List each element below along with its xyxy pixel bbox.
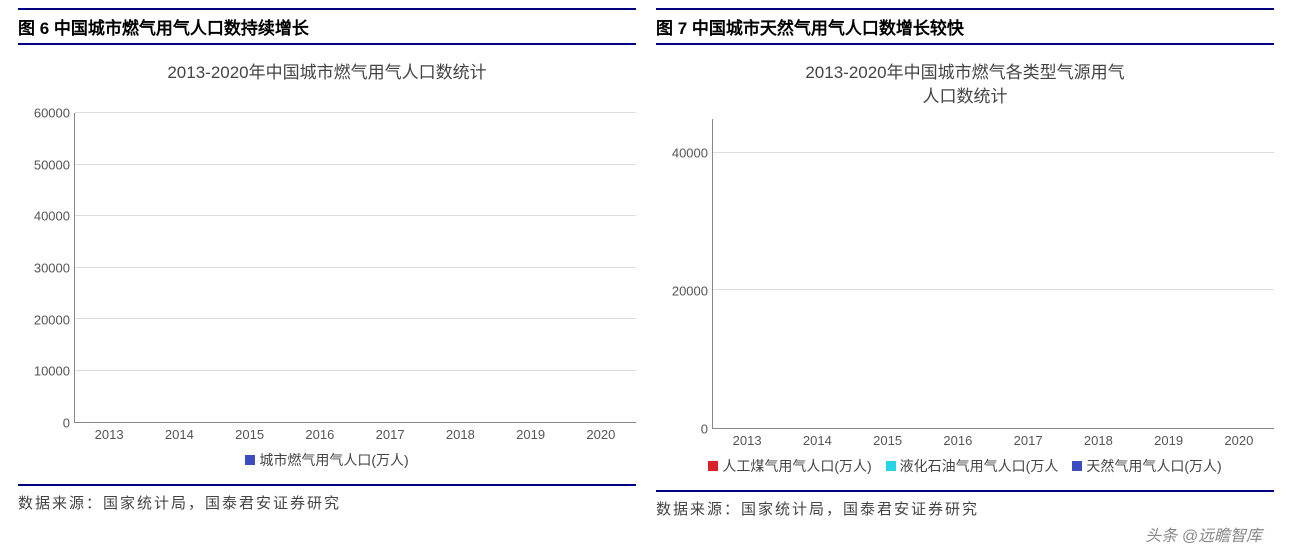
legend-item: 天然气用气人口(万人) bbox=[1072, 456, 1221, 476]
legend-label: 天然气用气人口(万人) bbox=[1086, 456, 1221, 476]
gridline bbox=[713, 152, 1274, 153]
figure-7-header: 图 7 中国城市天然气用气人口数增长较快 bbox=[656, 8, 1274, 45]
y-tick-label: 50000 bbox=[34, 157, 70, 172]
x-tick-label: 2020 bbox=[566, 427, 636, 442]
gridline bbox=[75, 267, 636, 268]
legend-swatch-icon bbox=[1072, 461, 1082, 471]
figure-7-bars bbox=[713, 119, 1274, 428]
y-tick-label: 40000 bbox=[34, 209, 70, 224]
legend-swatch-icon bbox=[708, 461, 718, 471]
legend-item: 液化石油气用气人口(万人 bbox=[886, 456, 1059, 476]
x-tick-label: 2016 bbox=[285, 427, 355, 442]
figure-6-bars bbox=[75, 113, 636, 422]
x-tick-label: 2018 bbox=[425, 427, 495, 442]
figure-6-plot-area bbox=[74, 113, 636, 423]
gridline bbox=[75, 112, 636, 113]
figure-7-x-axis: 20132014201520162017201820192020 bbox=[656, 429, 1274, 448]
y-tick-label: 0 bbox=[63, 416, 70, 431]
figure-6-panel: 图 6 中国城市燃气用气人口数持续增长 2013-2020年中国城市燃气用气人口… bbox=[18, 8, 636, 519]
y-tick-label: 40000 bbox=[672, 146, 708, 161]
legend-item: 人工煤气用气人口(万人) bbox=[708, 456, 871, 476]
legend-swatch-icon bbox=[886, 461, 896, 471]
gridline bbox=[75, 318, 636, 319]
figure-7-chart: 02000040000 bbox=[656, 119, 1274, 429]
gridline bbox=[75, 164, 636, 165]
figure-6-chart: 0100002000030000400005000060000 bbox=[18, 113, 636, 423]
x-tick-label: 2014 bbox=[782, 433, 852, 448]
legend-item: 城市燃气用气人口(万人) bbox=[245, 450, 408, 470]
y-tick-label: 10000 bbox=[34, 364, 70, 379]
x-tick-label: 2020 bbox=[1204, 433, 1274, 448]
y-tick-label: 60000 bbox=[34, 106, 70, 121]
y-tick-label: 20000 bbox=[672, 283, 708, 298]
figure-6-source: 数据来源：国家统计局，国泰君安证券研究 bbox=[18, 484, 636, 513]
x-tick-label: 2015 bbox=[215, 427, 285, 442]
y-tick-label: 30000 bbox=[34, 261, 70, 276]
x-tick-label: 2013 bbox=[712, 433, 782, 448]
x-tick-label: 2015 bbox=[853, 433, 923, 448]
figure-7-plot-area bbox=[712, 119, 1274, 429]
y-tick-label: 20000 bbox=[34, 312, 70, 327]
x-tick-label: 2019 bbox=[1134, 433, 1204, 448]
legend-label: 人工煤气用气人口(万人) bbox=[722, 456, 871, 476]
figure-6-chart-title: 2013-2020年中国城市燃气用气人口数统计 bbox=[18, 55, 636, 113]
gridline bbox=[713, 289, 1274, 290]
x-tick-label: 2017 bbox=[355, 427, 425, 442]
figure-7-chart-title: 2013-2020年中国城市燃气各类型气源用气人口数统计 bbox=[656, 55, 1274, 119]
x-tick-label: 2019 bbox=[496, 427, 566, 442]
x-tick-label: 2013 bbox=[74, 427, 144, 442]
gridline bbox=[75, 370, 636, 371]
legend-label: 城市燃气用气人口(万人) bbox=[259, 450, 408, 470]
figure-7-y-axis: 02000040000 bbox=[656, 119, 712, 429]
figure-6-legend: 城市燃气用气人口(万人) bbox=[18, 442, 636, 478]
legend-label: 液化石油气用气人口(万人 bbox=[900, 456, 1059, 476]
figure-7-source: 数据来源：国家统计局，国泰君安证券研究 bbox=[656, 490, 1274, 519]
x-tick-label: 2017 bbox=[993, 433, 1063, 448]
watermark-text: 头条 @远瞻智库 bbox=[1145, 522, 1262, 546]
x-tick-label: 2018 bbox=[1063, 433, 1133, 448]
figure-7-panel: 图 7 中国城市天然气用气人口数增长较快 2013-2020年中国城市燃气各类型… bbox=[656, 8, 1274, 519]
x-tick-label: 2014 bbox=[144, 427, 214, 442]
legend-swatch-icon bbox=[245, 455, 255, 465]
figure-6-x-axis: 20132014201520162017201820192020 bbox=[18, 423, 636, 442]
figure-6-header: 图 6 中国城市燃气用气人口数持续增长 bbox=[18, 8, 636, 45]
figure-6-y-axis: 0100002000030000400005000060000 bbox=[18, 113, 74, 423]
x-tick-label: 2016 bbox=[923, 433, 993, 448]
y-tick-label: 0 bbox=[701, 421, 708, 436]
figure-7-legend: 人工煤气用气人口(万人) 液化石油气用气人口(万人 天然气用气人口(万人) bbox=[656, 448, 1274, 484]
gridline bbox=[75, 215, 636, 216]
